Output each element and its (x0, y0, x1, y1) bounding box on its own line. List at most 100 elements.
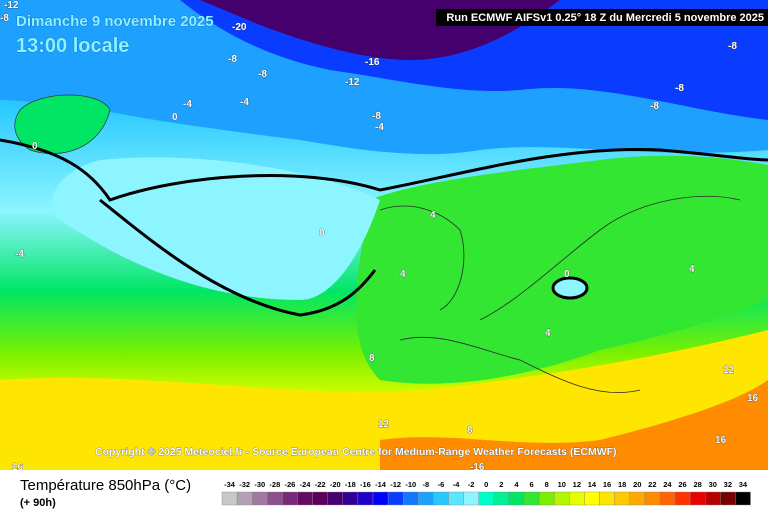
legend-swatch (403, 491, 419, 506)
legend-tick: -20 (330, 480, 341, 489)
legend-swatch (523, 491, 540, 506)
legend-tick: 26 (678, 480, 686, 489)
legend-swatch (433, 491, 449, 506)
contour-label: -8 (258, 69, 267, 80)
contour-label: -12 (4, 0, 19, 11)
contour-label: 4 (689, 264, 695, 275)
legend-tick: 8 (545, 480, 549, 489)
legend-tick: 32 (724, 480, 732, 489)
coastline (379, 195, 741, 394)
contour-label: 4 (400, 269, 406, 280)
contour-label: -8 (650, 101, 659, 112)
contour-label: 0 (172, 112, 178, 123)
contour-label: -8 (228, 54, 237, 65)
legend-swatch (418, 491, 434, 506)
legend-swatch (508, 491, 525, 506)
legend-tick: -14 (375, 480, 387, 489)
cold-pool (551, 276, 589, 300)
footer-title: Température 850hPa (°C) (20, 477, 191, 494)
legend-tick: -16 (360, 480, 371, 489)
zero-isotherm (0, 138, 768, 202)
legend-swatch (478, 491, 495, 506)
legend-tick: -30 (254, 480, 265, 489)
legend-tick: -6 (438, 480, 445, 489)
contour-label: -16 (365, 57, 380, 68)
legend-tick: -2 (468, 480, 475, 489)
legend-swatch (614, 491, 630, 506)
contour-label: -20 (232, 22, 247, 33)
copyright: Copyright © 2025 Meteociel.fr - Source E… (95, 446, 617, 458)
legend-swatch (357, 491, 374, 506)
legend-swatch (720, 491, 736, 506)
contour-label: -4 (183, 99, 192, 110)
legend-tick: 10 (558, 480, 566, 489)
south-zone (0, 330, 768, 470)
legend-tick: 20 (633, 480, 641, 489)
run-banner (436, 9, 768, 26)
legend-tick: 12 (573, 480, 581, 489)
legend-tick: -24 (300, 480, 312, 489)
contour-label: -4 (240, 97, 249, 108)
legend-tick: 22 (648, 480, 656, 489)
contour-label: 4 (545, 328, 551, 339)
map: -12 -20 -16 -12 -8 -8 -4 -4 0 -8 -4 -8 -… (0, 0, 768, 473)
legend-swatch (538, 491, 555, 506)
legend-tick: -34 (224, 480, 236, 489)
zero-isotherm (99, 198, 377, 317)
legend-swatch (236, 491, 253, 506)
legend-swatch (448, 491, 464, 506)
legend-swatch (387, 491, 404, 506)
contour-label: -8 (675, 83, 684, 94)
contour-label: 0 (319, 228, 325, 239)
contour-label: 4 (430, 210, 436, 221)
legend-swatch (629, 491, 646, 506)
legend-swatch (267, 491, 283, 506)
legend-swatch (493, 491, 510, 506)
legend-tick: 14 (588, 480, 597, 489)
legend-swatch (644, 491, 661, 506)
legend-tick: -8 (423, 480, 430, 489)
footer-lead: (+ 90h) (20, 497, 56, 509)
legend-swatch (297, 491, 313, 506)
legend-tick: 2 (499, 480, 503, 489)
contour-label: 12 (378, 419, 390, 430)
legend-swatch (327, 491, 344, 506)
legend-tick: 34 (739, 480, 748, 489)
legend-swatch (342, 491, 359, 506)
legend-swatch (554, 491, 570, 506)
legend-swatch (584, 491, 600, 506)
contour-label: -8 (728, 41, 737, 52)
contour-label: -4 (375, 122, 384, 133)
contour-label: 16 (715, 435, 727, 446)
legend-tick: 16 (603, 480, 611, 489)
legend-tick: -26 (285, 480, 296, 489)
legend-swatch (312, 491, 328, 506)
legend-tick: -22 (315, 480, 326, 489)
contour-label: -8 (0, 13, 9, 24)
run-info: Run ECMWF AIFSv1 0.25° 18 Z du Mercredi … (446, 12, 764, 24)
contour-label: 12 (723, 365, 735, 376)
forecast-time: 13:00 locale (16, 35, 129, 57)
forecast-date: Dimanche 9 novembre 2025 (16, 13, 214, 30)
legend-tick: -12 (390, 480, 401, 489)
legend-tick: 18 (618, 480, 626, 489)
contour-label: 16 (747, 393, 759, 404)
legend-swatch (735, 491, 751, 506)
legend-tick: -32 (239, 480, 250, 489)
legend-tick: 24 (663, 480, 672, 489)
legend-tick: 4 (514, 480, 519, 489)
legend-swatch (659, 491, 676, 506)
legend-tick: 6 (529, 480, 533, 489)
greenland (14, 94, 111, 154)
legend-tick: 30 (709, 480, 717, 489)
legend-swatch (282, 491, 298, 506)
color-legend: -34 -32 -30 -28 -26 -24 -22 -20 -18 -16 -14 -12 -10-… (221, 480, 751, 506)
legend-tick: -10 (405, 480, 416, 489)
contour-label: 8 (369, 353, 375, 364)
legend-swatch (705, 491, 721, 506)
europe-zone (356, 155, 768, 384)
contour-label: -12 (345, 77, 360, 88)
contour-label: 0 (32, 141, 38, 152)
legend-swatch (221, 491, 238, 506)
